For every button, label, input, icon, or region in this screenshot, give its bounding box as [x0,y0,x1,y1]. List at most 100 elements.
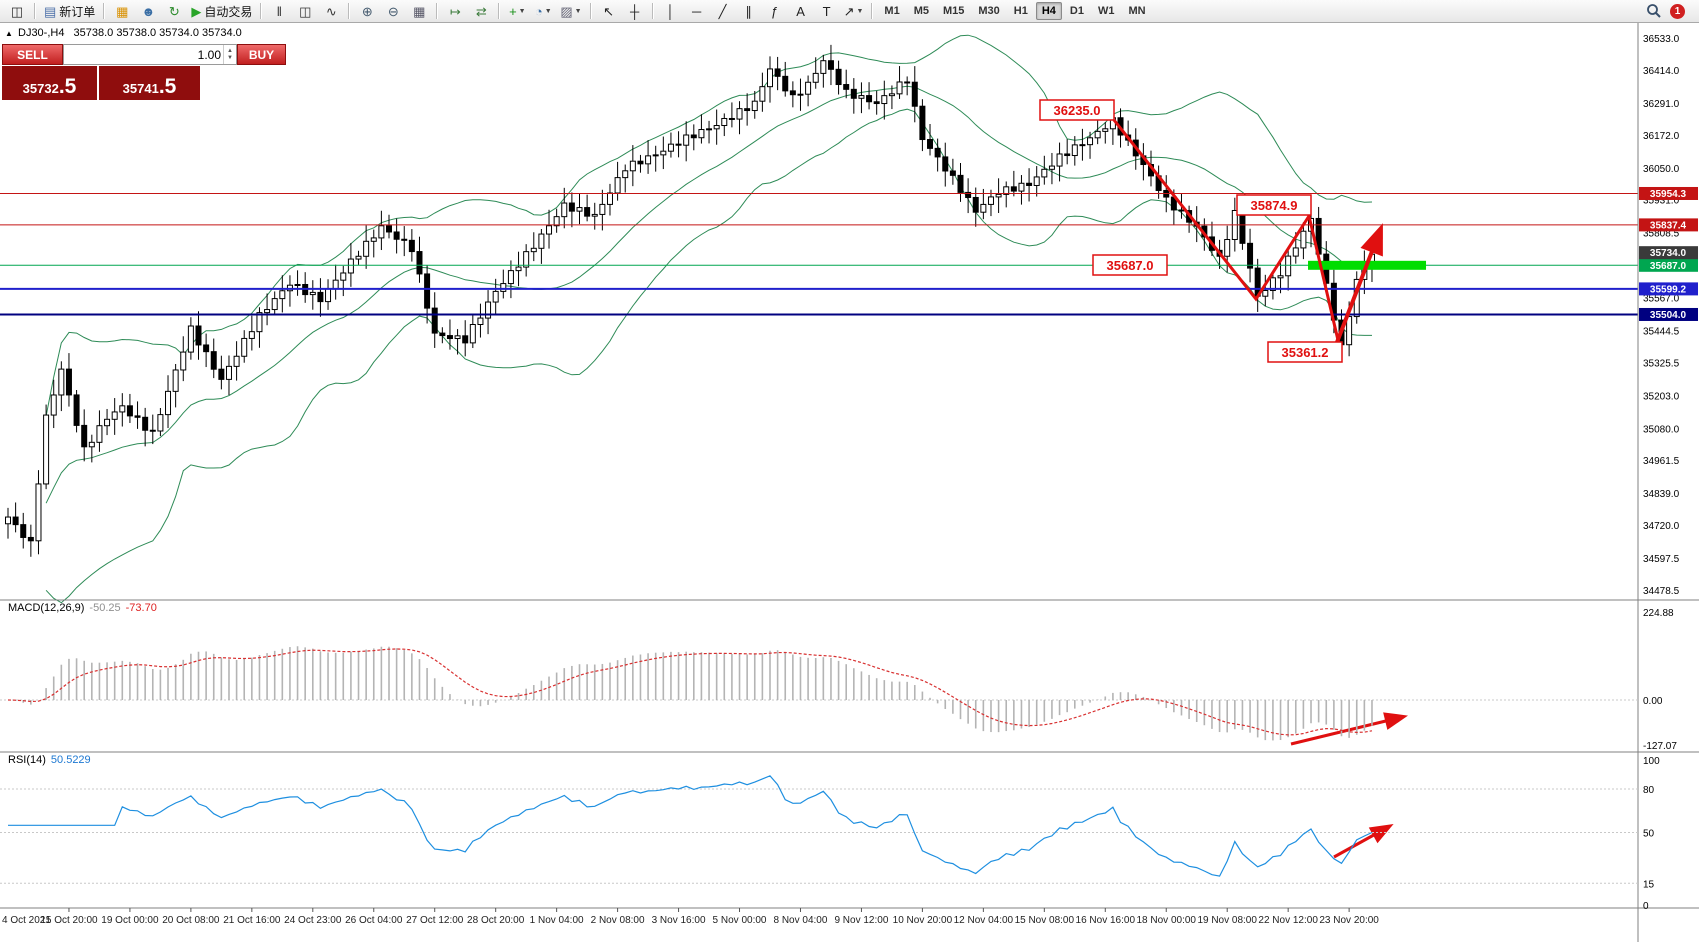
time-tick-label: 2 Nov 08:00 [591,915,645,926]
horizontal-lines[interactable] [0,192,1638,316]
price-line-badge-text: 35504.0 [1650,310,1687,321]
cursor-icon[interactable]: ↖ [597,1,621,22]
new-order-button[interactable]: ▤ 新订单 [41,1,98,22]
community-icon[interactable]: ☻ [136,1,160,22]
zoom-in-icon: ⊕ [361,3,373,19]
channel-icon[interactable]: ∥ [737,1,761,22]
timeframe-m30[interactable]: M30 [978,5,1000,17]
market-icon[interactable]: ▦ [110,1,134,22]
price-label-box[interactable] [1092,254,1168,276]
volume-spinner: ▲ ▼ [223,45,236,64]
volume-field: ▲ ▼ [63,44,237,65]
chart-window-icon[interactable]: ◫ [5,1,29,22]
trend-arrows[interactable] [1112,119,1408,859]
line-chart-icon[interactable]: ∿ [319,1,343,22]
rsi-axis-tick: 50 [1643,829,1655,840]
price-label-box[interactable] [1039,99,1115,121]
rsi-axis-tick: 15 [1643,879,1655,890]
price-line-badge-text: 35954.3 [1650,189,1687,200]
price-label-box[interactable] [1236,194,1312,216]
macd-axis-tick: -127.07 [1643,741,1677,752]
arrows-icon-dropdown-caret[interactable]: ▼ [856,7,864,15]
refresh-icon[interactable]: ↻ [162,1,186,22]
indicators-icon-dropdown-caret[interactable]: ▼ [518,7,526,15]
time-tick-label: 20 Oct 08:00 [162,915,220,926]
volume-increase-icon[interactable]: ▲ [227,47,233,54]
buy-price[interactable]: 35741 .5 [99,66,200,100]
sell-price[interactable]: 35732 .5 [2,66,97,100]
timeframe-m1[interactable]: M1 [884,5,900,17]
toolbar-separator [651,3,654,19]
sell-price-fraction: .5 [58,75,77,98]
timeframe-m15[interactable]: M15 [942,5,965,17]
toolbar-separator [34,3,36,19]
chart-collapse-icon[interactable]: ▲ [5,29,13,38]
price-tick: 35203.0 [1643,391,1680,402]
label-icon[interactable]: T [815,1,839,22]
new-order-button: ▤ [44,3,57,19]
bars-chart-icon[interactable]: ‖ [267,1,291,22]
time-tick-label: 4 Oct 2021 [2,915,51,926]
chart-shift-icon[interactable]: ⇄ [469,1,493,22]
timeframe-d1[interactable]: D1 [1069,5,1084,17]
sell-button[interactable]: SELL [2,44,63,65]
price-annotations[interactable]: 36235.0 35874.9 35687.0 35361.2 [1039,99,1343,363]
price-axis[interactable]: 36533.0 36414.0 36291.0 36172.0 36050.0 35931… [1639,34,1698,597]
trend-arrow[interactable] [1332,240,1378,351]
chart-symbol-period: DJ30-,H4 [18,27,65,39]
trend-arrow[interactable] [1290,717,1395,746]
trendline-icon[interactable]: ╱ [711,1,735,22]
new-order-button-label: 新订单 [59,4,96,19]
search-icon[interactable] [1646,3,1662,19]
time-tick-label: 27 Oct 12:00 [406,915,464,926]
macd-panel[interactable]: 224.88 0.00 -127.07 [0,608,1677,752]
time-tick-label: 22 Nov 12:00 [1258,915,1318,926]
time-tick-label: 21 Oct 16:00 [223,915,281,926]
timeframe-h4[interactable]: H4 [1035,2,1062,20]
toolbar-separator [103,3,106,19]
label-icon: T [822,3,831,19]
one-click-trading-panel: SELL ▲ ▼ BUY 35732 .5 35741 .5 [2,44,286,100]
macd-signal-line [7,648,1373,736]
arrows-icon[interactable]: ↗ ▼ [841,1,867,22]
time-tick-label: 12 Nov 04:00 [954,915,1014,926]
notification-badge[interactable]: 1 [1670,3,1685,19]
price-line-badge-text: 35599.2 [1650,284,1687,295]
volume-input[interactable] [64,47,223,62]
price-label-box[interactable] [1267,341,1343,363]
timeframe-h1[interactable]: H1 [1013,5,1028,17]
tile-windows-icon[interactable]: ▦ [407,1,431,22]
time-tick-label: 8 Nov 04:00 [774,915,828,926]
text-icon[interactable]: A [789,1,813,22]
candlestick-chart-icon[interactable]: ◫ [293,1,317,22]
crosshair-icon[interactable]: ┼ [623,1,647,22]
auto-scroll-icon[interactable]: ↦ [443,1,467,22]
fibonacci-icon[interactable]: ƒ [763,1,787,22]
buy-button[interactable]: BUY [237,44,286,65]
trend-arrow[interactable] [1112,119,1343,354]
vertical-line-icon[interactable]: │ [659,1,683,22]
arrow-head [1368,824,1394,844]
zoom-in-icon[interactable]: ⊕ [355,1,379,22]
timeframe-w1[interactable]: W1 [1097,5,1115,17]
periods-icon[interactable]: ◔ ▼ [531,1,555,22]
templates-icon-dropdown-caret[interactable]: ▼ [574,7,582,15]
volume-decrease-icon[interactable]: ▼ [227,54,233,61]
autotrading-button-label: 自动交易 [204,4,253,19]
zoom-out-icon[interactable]: ⊖ [381,1,405,22]
macd-value: -50.25 [89,602,121,614]
timeframe-mn[interactable]: MN [1128,5,1146,17]
price-tick: 35325.5 [1643,358,1680,369]
periods-icon-dropdown-caret[interactable]: ▼ [544,7,552,15]
indicators-icon[interactable]: + ▼ [505,1,529,22]
text-icon: A [796,3,805,19]
auto-scroll-icon: ↦ [449,3,461,19]
rsi-panel[interactable]: 100 80 50 15 0 [0,756,1660,912]
timeframe-m5[interactable]: M5 [913,5,929,17]
templates-icon[interactable]: ▨ ▼ [557,1,584,22]
price-tick: 36533.0 [1643,34,1680,45]
horizontal-line-icon[interactable]: ─ [685,1,709,22]
autotrading-button[interactable]: ▶ 自动交易 [188,1,255,22]
chart-area[interactable]: 36235.0 35874.9 35687.0 35361.2 36533.0 36414… [0,23,1699,942]
